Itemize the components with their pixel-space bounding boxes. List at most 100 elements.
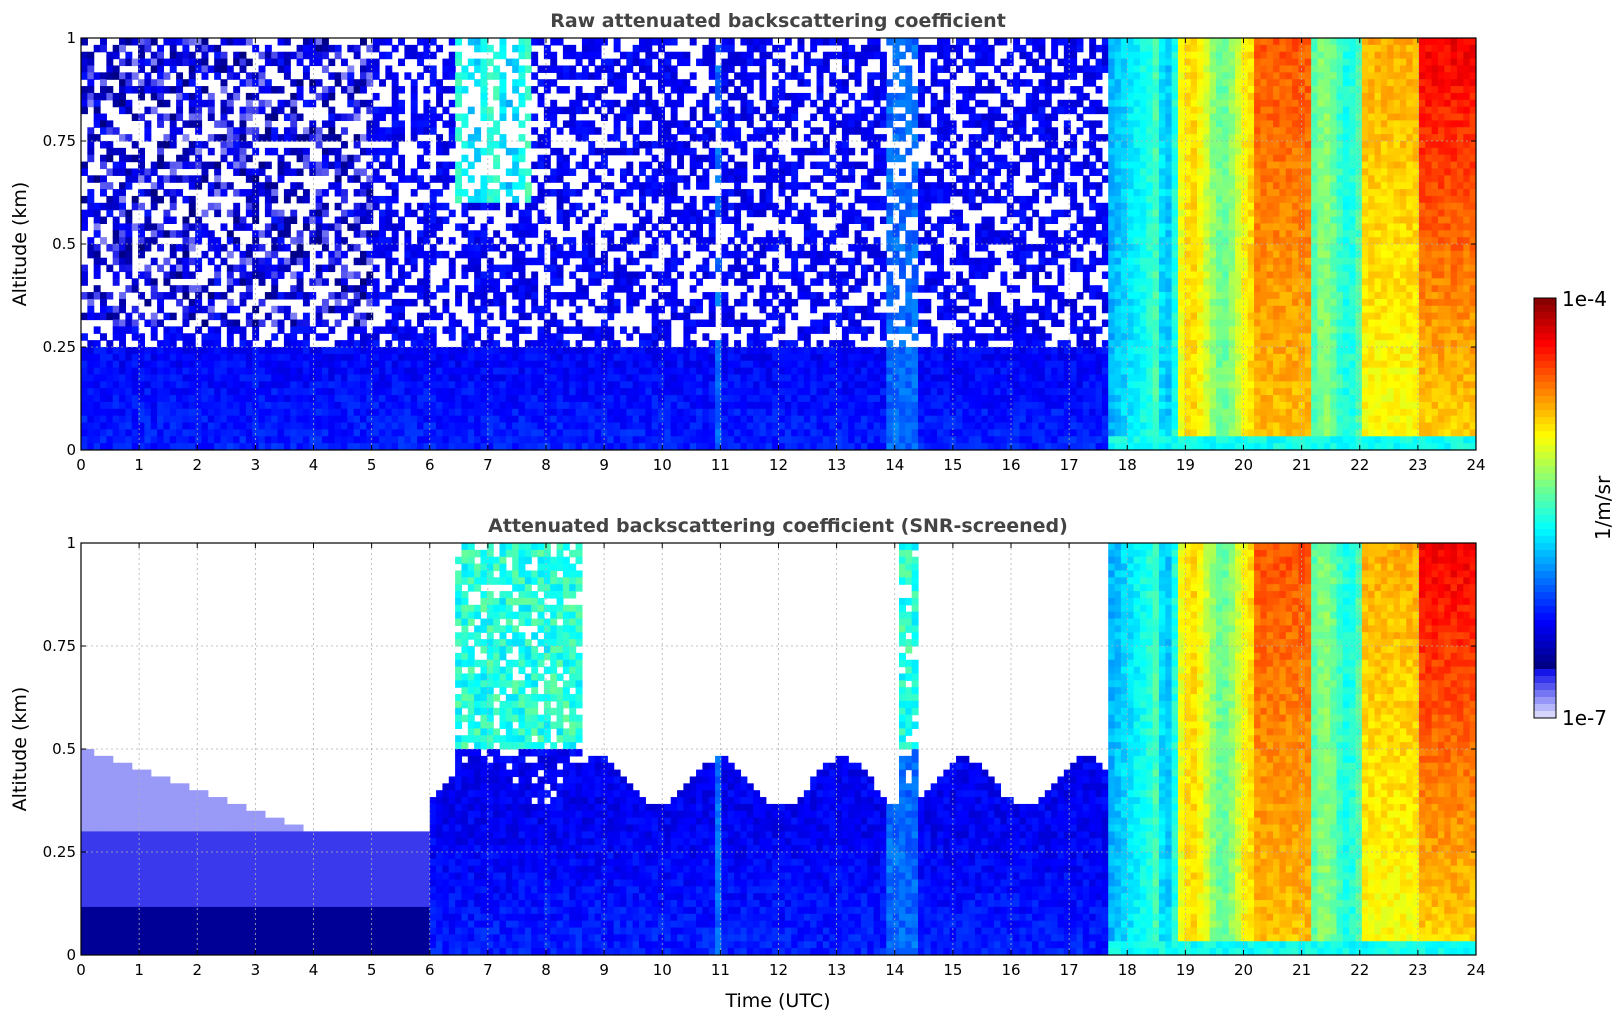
heatmap-cell (106, 340, 114, 348)
heatmap-cell (727, 360, 735, 369)
heatmap-cell (398, 408, 405, 417)
heatmap-cell (353, 202, 361, 211)
heatmap-cell (772, 127, 780, 135)
heatmap-cell (385, 106, 393, 115)
heatmap-cell (233, 127, 241, 135)
heatmap-cell (423, 106, 431, 115)
heatmap-cell (715, 120, 723, 128)
heatmap-cell (214, 374, 222, 382)
heatmap-cell (848, 264, 856, 273)
heatmap-cell (125, 347, 133, 355)
heatmap-cell (182, 257, 190, 266)
heatmap-cell (543, 422, 551, 430)
heatmap-cell (607, 436, 615, 444)
heatmap-cell (296, 319, 304, 327)
heatmap-cell (784, 395, 792, 403)
heatmap-cell (493, 51, 501, 60)
heatmap-cell (734, 257, 742, 266)
heatmap-cell (119, 374, 126, 382)
heatmap-cell (740, 278, 748, 286)
heatmap-cell (740, 367, 748, 376)
heatmap-cell (119, 264, 126, 273)
heatmap-cell (613, 99, 621, 108)
heatmap-cell (499, 72, 507, 80)
heatmap-cell (169, 408, 177, 417)
heatmap-cell (677, 216, 684, 224)
heatmap-cell (537, 347, 545, 355)
heatmap-cell (417, 51, 425, 60)
heatmap-cell (455, 195, 463, 204)
heatmap-cell (277, 381, 285, 389)
heatmap-cell (157, 92, 165, 101)
heatmap-cell (176, 244, 184, 252)
heatmap-cell (626, 401, 634, 410)
heatmap-cell (721, 250, 729, 259)
heatmap-cell (169, 422, 177, 430)
heatmap-cell (702, 106, 710, 115)
heatmap-cell (664, 51, 672, 60)
heatmap-cell (829, 113, 837, 121)
heatmap-cell (391, 147, 399, 156)
heatmap-cell (106, 209, 114, 218)
heatmap-cell (531, 305, 539, 314)
heatmap-cell (562, 395, 570, 403)
heatmap-cell (841, 381, 849, 389)
heatmap-cell (429, 106, 437, 115)
heatmap-cell (784, 92, 792, 101)
heatmap-cell (772, 147, 780, 156)
heatmap-cell (740, 292, 748, 300)
heatmap-cell (125, 360, 133, 369)
heatmap-cell (531, 347, 539, 355)
heatmap-cell (157, 244, 165, 252)
heatmap-cell (841, 134, 849, 142)
heatmap-cell (119, 58, 126, 67)
heatmap-cell (575, 326, 583, 334)
heatmap-cell (334, 319, 342, 327)
heatmap-cell (518, 292, 526, 300)
heatmap-cell (233, 189, 241, 197)
heatmap-cell (258, 244, 266, 252)
heatmap-cell (81, 401, 88, 410)
heatmap-cell (442, 298, 450, 307)
heatmap-cell (220, 408, 228, 417)
heatmap-cell (854, 127, 862, 135)
heatmap-cell (829, 154, 837, 163)
heatmap-cell (822, 408, 830, 417)
heatmap-cell (664, 92, 672, 101)
heatmap-cell (600, 436, 608, 444)
heatmap-cell (214, 175, 222, 183)
heatmap-cell (398, 436, 405, 444)
heatmap-cell (461, 230, 469, 238)
heatmap-cell (252, 92, 260, 101)
heatmap-cell (759, 367, 767, 376)
heatmap-cell (220, 312, 228, 321)
heatmap-cell (588, 58, 596, 67)
heatmap-cell (810, 374, 818, 382)
heatmap-cell (607, 230, 615, 238)
heatmap-cell (493, 86, 501, 94)
heatmap-cell (632, 436, 640, 444)
heatmap-cell (391, 395, 399, 403)
heatmap-cell (233, 347, 241, 355)
heatmap-cell (816, 429, 824, 437)
heatmap-cell (423, 285, 431, 293)
heatmap-cell (410, 340, 418, 348)
heatmap-cell (626, 429, 634, 437)
heatmap-cell (772, 264, 780, 273)
heatmap-cell (645, 333, 653, 341)
heatmap-cell (93, 401, 101, 410)
heatmap-cell (81, 374, 88, 382)
heatmap-cell (569, 429, 577, 437)
heatmap-cell (569, 237, 577, 245)
heatmap-cell (772, 353, 780, 362)
heatmap-cell (461, 223, 469, 231)
heatmap-cell (480, 374, 488, 382)
heatmap-cell (480, 401, 488, 410)
heatmap-cell (252, 127, 260, 135)
heatmap-cell (531, 422, 539, 430)
heatmap-cell (543, 65, 551, 73)
heatmap-cell (461, 244, 469, 252)
heatmap-cell (664, 38, 672, 46)
heatmap-cell (505, 209, 513, 218)
heatmap-cell (366, 134, 374, 142)
